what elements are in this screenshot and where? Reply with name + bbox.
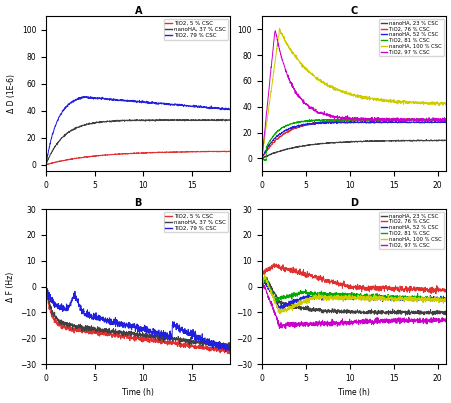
Legend: TiO2, 5 % CSC, nanoHA, 37 % CSC, TiO2, 79 % CSC: TiO2, 5 % CSC, nanoHA, 37 % CSC, TiO2, 7… — [163, 212, 227, 233]
Title: C: C — [350, 6, 357, 16]
Title: B: B — [134, 198, 142, 208]
Y-axis label: Δ D (1E-6): Δ D (1E-6) — [7, 74, 16, 113]
Legend: nanoHA, 23 % CSC, TiO2, 76 % CSC, nanoHA, 52 % CSC, TiO2, 81 % CSC, nanoHA, 100 : nanoHA, 23 % CSC, TiO2, 76 % CSC, nanoHA… — [378, 212, 443, 249]
Title: A: A — [134, 6, 142, 16]
X-axis label: Time (h): Time (h) — [337, 388, 369, 397]
Y-axis label: Δ F (Hz): Δ F (Hz) — [5, 272, 14, 302]
Legend: TiO2, 5 % CSC, nanoHA, 37 % CSC, TiO2, 79 % CSC: TiO2, 5 % CSC, nanoHA, 37 % CSC, TiO2, 7… — [163, 19, 227, 39]
Legend: nanoHA, 23 % CSC, TiO2, 76 % CSC, nanoHA, 52 % CSC, TiO2, 81 % CSC, nanoHA, 100 : nanoHA, 23 % CSC, TiO2, 76 % CSC, nanoHA… — [378, 19, 443, 56]
X-axis label: Time (h): Time (h) — [122, 388, 154, 397]
Title: D: D — [350, 198, 357, 208]
